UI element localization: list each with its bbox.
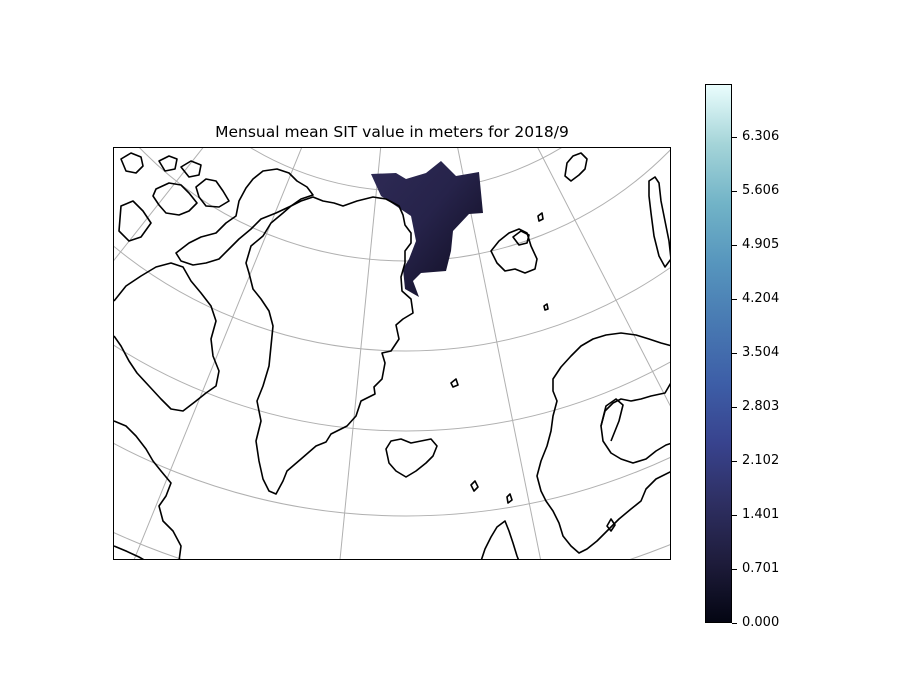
franz-josef-coast (564, 152, 588, 182)
arctic-island-1 (152, 182, 198, 216)
latitude-circles (114, 148, 670, 559)
colorbar-tick-label: 0.701 (742, 561, 780, 577)
colorbar-tick-label: 0.000 (742, 615, 780, 630)
svalbard-island (512, 230, 530, 246)
colorbar-tick (732, 298, 737, 300)
novaya-zemlya-coast (648, 176, 670, 268)
sea-ice-field (371, 161, 483, 297)
colorbar-tick (732, 136, 737, 138)
svalbard-coast (490, 228, 538, 274)
iceland-coast (385, 438, 438, 478)
colorbar-tick (732, 514, 737, 516)
colorbar-tick-label: 4.905 (742, 237, 780, 253)
colorbar-tick-label: 5.606 (742, 183, 780, 199)
colorbar-tick-label: 2.803 (742, 399, 780, 415)
graticule (114, 148, 670, 559)
orkney-shetland (506, 493, 513, 504)
colorbar-tick (732, 460, 737, 462)
colorbar-tick (732, 352, 737, 354)
scandinavia-coast (536, 332, 670, 554)
canada-mainland-coast (114, 420, 182, 559)
arctic-island-4 (120, 152, 144, 174)
colorbar-tick (732, 622, 737, 624)
map-panel (113, 147, 671, 560)
small-island-3 (543, 303, 549, 311)
colorbar-tick-label: 3.504 (742, 345, 780, 361)
colorbar-tick (732, 568, 737, 570)
colorbar-tick-label: 4.204 (742, 291, 780, 307)
arctic-island-5 (158, 155, 178, 172)
arctic-island-2 (118, 200, 152, 242)
british-isles-coast (480, 520, 520, 559)
ellesmere-coast (175, 168, 314, 266)
colorbar-tick-label: 1.401 (742, 507, 780, 523)
colorbar-tick (732, 406, 737, 408)
small-island-1 (450, 378, 459, 388)
map-canvas (114, 148, 670, 559)
gotland (606, 518, 616, 532)
baffin-coast (114, 262, 220, 412)
greenland-coast (245, 196, 414, 495)
colorbar-tick (732, 190, 737, 192)
labrador-coast (114, 545, 145, 559)
colorbar-tick (732, 244, 737, 246)
colorbar-tick-label: 2.102 (742, 453, 780, 469)
arctic-island-3 (195, 178, 230, 208)
coastlines (114, 152, 670, 559)
colorbar-tick-label: 6.306 (742, 129, 780, 145)
gulf-of-bothnia (600, 398, 624, 442)
meridians (114, 148, 670, 559)
arctic-island-6 (180, 160, 202, 178)
small-island-2 (537, 212, 544, 222)
faroe-islands (470, 480, 479, 492)
map-title: Mensual mean SIT value in meters for 201… (215, 123, 569, 141)
colorbar (705, 84, 732, 623)
